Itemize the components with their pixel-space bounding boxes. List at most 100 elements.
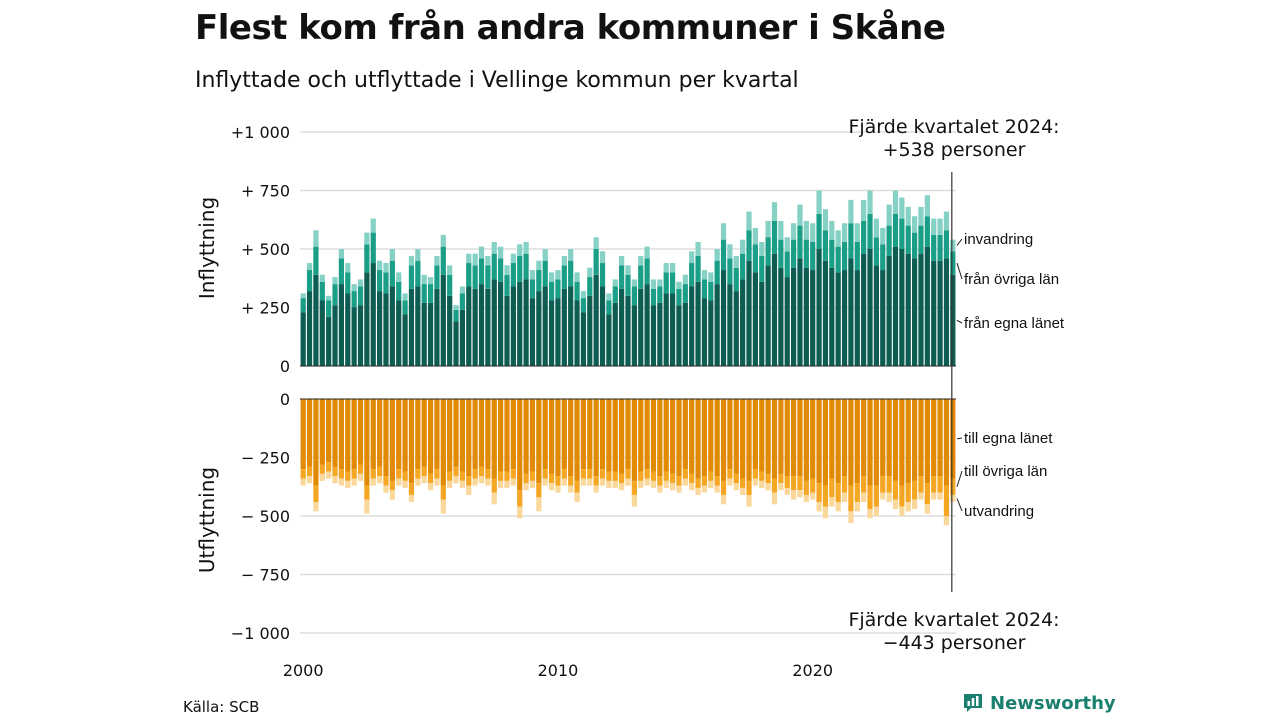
bar-outflow-till_ovriga_lan: [701, 476, 708, 486]
bar-outflow-till_ovriga_lan: [529, 471, 536, 481]
bar-inflow-invandring: [816, 190, 822, 214]
bar-outflow-till_ovriga_lan: [453, 466, 459, 477]
bar-outflow-till_ovriga_lan: [383, 476, 389, 486]
bar-outflow-till_egna_lanet: [599, 399, 606, 470]
bar-inflow-egna_lanet: [625, 295, 631, 366]
bar-inflow-egna_lanet: [345, 293, 351, 366]
bar-inflow-egna_lanet: [587, 295, 593, 366]
bar-inflow-egna_lanet: [803, 267, 809, 366]
bar-outflow-till_egna_lanet: [848, 399, 854, 486]
bar-outflow-utvandring: [861, 492, 867, 502]
bar-outflow-utvandring: [784, 487, 790, 495]
bar-inflow-invandring: [689, 251, 695, 264]
bar-outflow-till_ovriga_lan: [644, 469, 650, 479]
bar-inflow-invandring: [561, 256, 567, 266]
bar-outflow-till_ovriga_lan: [332, 466, 338, 477]
series-leader-line: [956, 498, 963, 512]
bar-outflow-till_ovriga_lan: [848, 485, 854, 512]
bar-inflow-egna_lanet: [555, 298, 561, 366]
bar-inflow-egna_lanet: [784, 277, 790, 366]
bar-inflow-invandring: [765, 220, 771, 238]
bar-inflow-invandring: [523, 241, 529, 254]
bar-inflow-egna_lanet: [631, 305, 637, 366]
bar-inflow-egna_lanet: [816, 249, 822, 366]
bar-outflow-till_egna_lanet: [606, 399, 612, 472]
bar-inflow-egna_lanet: [300, 312, 306, 366]
bar-outflow-till_ovriga_lan: [663, 471, 669, 481]
bar-outflow-utvandring: [669, 483, 676, 491]
bar-outflow-till_ovriga_lan: [657, 476, 663, 486]
bar-outflow-utvandring: [555, 485, 561, 493]
bar-outflow-till_egna_lanet: [389, 399, 395, 481]
bar-outflow-till_ovriga_lan: [319, 464, 325, 474]
bar-inflow-ovriga_lan: [765, 237, 771, 266]
bar-outflow-till_ovriga_lan: [555, 476, 561, 486]
bar-inflow-ovriga_lan: [408, 265, 415, 289]
bar-inflow-egna_lanet: [408, 288, 415, 366]
bar-inflow-egna_lanet: [867, 249, 873, 366]
bar-outflow-utvandring: [950, 494, 956, 502]
bar-inflow-invandring: [663, 263, 669, 273]
bar-outflow-utvandring: [714, 485, 720, 493]
bar-inflow-invandring: [555, 270, 561, 280]
bar-inflow-invandring: [714, 249, 720, 261]
bar-inflow-egna_lanet: [905, 253, 911, 366]
bar-outflow-till_egna_lanet: [542, 399, 548, 470]
bar-outflow-utvandring: [434, 478, 440, 486]
bar-outflow-till_ovriga_lan: [472, 469, 478, 479]
bar-outflow-utvandring: [345, 480, 351, 488]
bar-inflow-egna_lanet: [880, 270, 886, 366]
x-tick-label: 2020: [792, 661, 833, 680]
bar-outflow-till_egna_lanet: [504, 399, 510, 472]
bar-inflow-egna_lanet: [536, 291, 542, 366]
bar-inflow-ovriga_lan: [300, 298, 306, 313]
bar-outflow-till_egna_lanet: [332, 399, 338, 467]
bar-outflow-till_ovriga_lan: [631, 480, 637, 495]
bar-outflow-utvandring: [650, 480, 657, 488]
bar-inflow-ovriga_lan: [854, 241, 860, 271]
y-tick-label: − 750: [241, 566, 290, 585]
bar-outflow-till_egna_lanet: [529, 399, 536, 472]
bar-outflow-utvandring: [931, 492, 937, 500]
bar-inflow-invandring: [587, 267, 593, 278]
bar-outflow-till_ovriga_lan: [548, 473, 555, 484]
bar-inflow-ovriga_lan: [835, 246, 841, 273]
bar-outflow-till_ovriga_lan: [396, 469, 402, 479]
bar-outflow-till_ovriga_lan: [854, 483, 860, 502]
bar-inflow-egna_lanet: [886, 256, 892, 366]
bar-outflow-till_ovriga_lan: [485, 469, 491, 479]
bar-inflow-invandring: [421, 274, 427, 285]
bar-inflow-invandring: [841, 223, 848, 242]
bar-outflow-utvandring: [720, 494, 727, 505]
bar-outflow-till_ovriga_lan: [593, 476, 599, 486]
bar-outflow-till_egna_lanet: [759, 399, 765, 472]
bar-outflow-till_ovriga_lan: [752, 469, 758, 479]
bar-inflow-ovriga_lan: [440, 246, 446, 275]
bar-outflow-till_egna_lanet: [950, 399, 956, 479]
bar-inflow-ovriga_lan: [402, 300, 408, 315]
bar-outflow-till_egna_lanet: [822, 399, 829, 486]
bar-outflow-utvandring: [899, 506, 905, 516]
bar-inflow-ovriga_lan: [727, 258, 733, 285]
bar-inflow-egna_lanet: [593, 274, 599, 366]
bar-outflow-till_ovriga_lan: [574, 480, 580, 493]
bar-inflow-ovriga_lan: [931, 234, 937, 261]
bar-inflow-egna_lanet: [810, 270, 816, 366]
bar-outflow-till_ovriga_lan: [899, 485, 905, 507]
bar-outflow-till_ovriga_lan: [797, 476, 803, 491]
bar-outflow-utvandring: [816, 501, 822, 512]
bar-inflow-egna_lanet: [848, 258, 854, 366]
bar-inflow-ovriga_lan: [606, 300, 612, 315]
bar-outflow-till_egna_lanet: [790, 399, 797, 477]
bar-inflow-ovriga_lan: [504, 274, 510, 296]
bar-inflow-egna_lanet: [326, 316, 332, 366]
bar-inflow-ovriga_lan: [580, 298, 587, 313]
bar-outflow-till_egna_lanet: [326, 399, 332, 463]
bar-inflow-ovriga_lan: [784, 251, 790, 278]
bar-outflow-till_egna_lanet: [357, 399, 364, 465]
bar-outflow-utvandring: [625, 478, 631, 486]
bar-inflow-ovriga_lan: [778, 239, 784, 268]
bar-inflow-invandring: [810, 223, 816, 242]
bar-inflow-ovriga_lan: [491, 253, 497, 280]
bar-inflow-ovriga_lan: [682, 284, 688, 303]
